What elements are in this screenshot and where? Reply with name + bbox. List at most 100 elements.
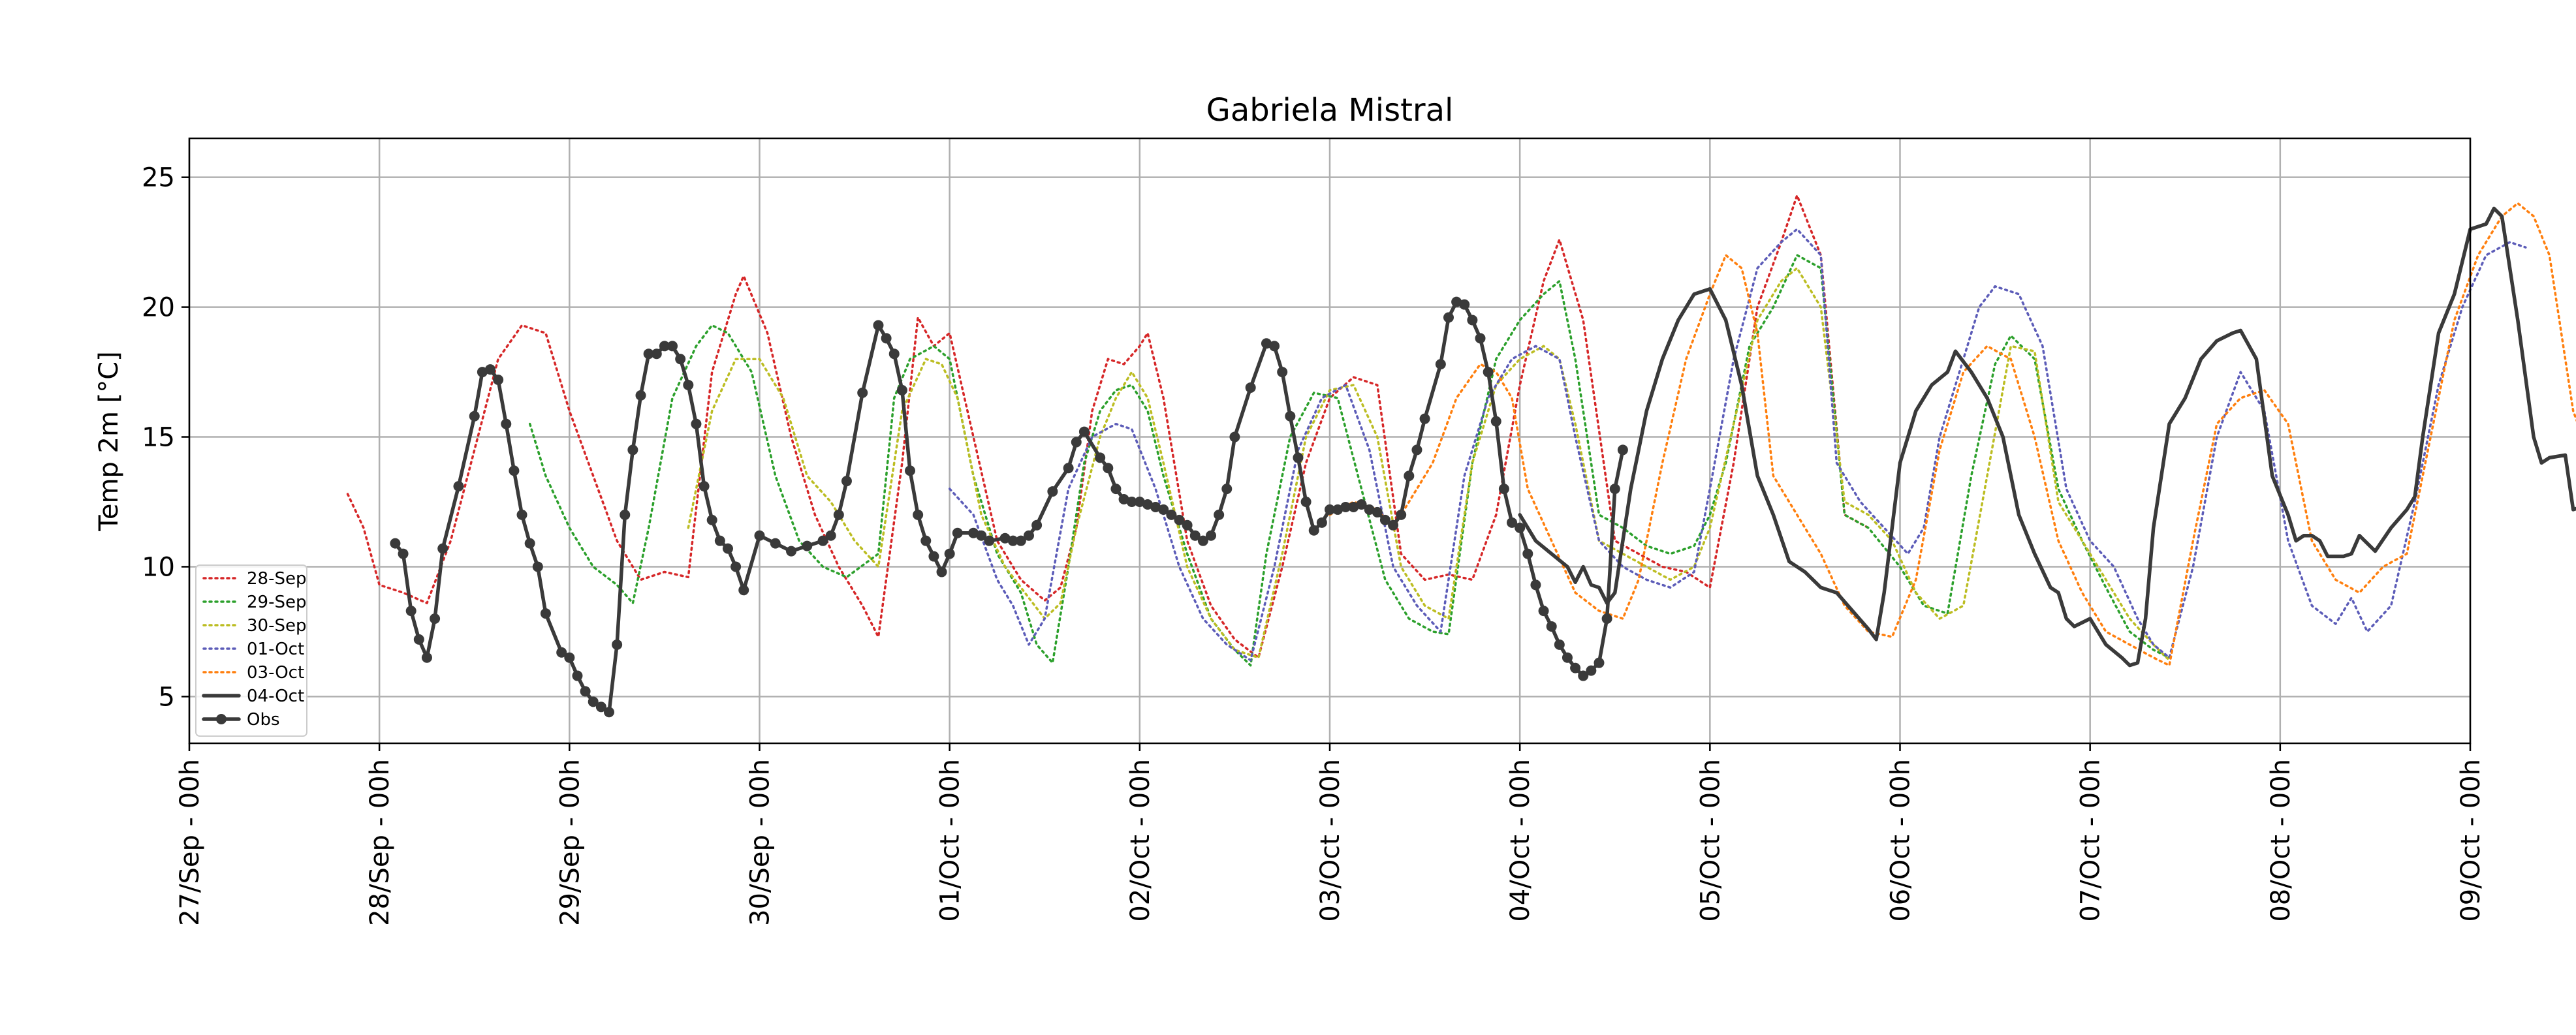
obs-point (683, 379, 694, 390)
obs-point (1110, 484, 1122, 495)
obs-point (1134, 496, 1145, 507)
obs-point (738, 585, 749, 596)
obs-point (706, 514, 717, 525)
obs-point (1483, 367, 1494, 378)
obs-point (770, 538, 781, 549)
obs-point (754, 530, 765, 541)
obs-point (786, 546, 797, 557)
y-tick-label: 20 (142, 293, 175, 323)
obs-point (1166, 509, 1177, 520)
obs-point (1277, 367, 1288, 378)
obs-point (667, 341, 678, 352)
obs-point (936, 566, 947, 578)
obs-point (913, 509, 924, 520)
y-tick-label: 10 (142, 552, 175, 582)
obs-point (952, 527, 963, 538)
obs-point (817, 535, 828, 546)
legend-label: 29-Sep (247, 593, 306, 612)
obs-point (1158, 504, 1169, 515)
chart-title: Gabriela Mistral (1206, 92, 1454, 129)
obs-point (1261, 338, 1272, 349)
obs-point (1554, 639, 1565, 650)
obs-point (1467, 315, 1478, 326)
obs-point (1063, 463, 1074, 474)
obs-point (1150, 501, 1161, 512)
obs-point (1071, 437, 1082, 448)
obs-point (1578, 670, 1589, 681)
obs-point (888, 348, 900, 360)
obs-point (714, 535, 725, 546)
obs-point (1245, 382, 1256, 393)
obs-point (1594, 657, 1605, 668)
y-tick-label: 5 (159, 682, 175, 712)
obs-point (1562, 652, 1573, 663)
obs-point (437, 543, 448, 554)
obs-point (1348, 501, 1359, 512)
legend-label: 30-Sep (247, 616, 306, 636)
obs-point (1095, 452, 1106, 463)
obs-point (1126, 496, 1137, 507)
obs-point (675, 354, 686, 365)
obs-point (722, 543, 733, 554)
obs-point (1340, 501, 1351, 512)
obs-point (1142, 499, 1153, 510)
obs-point (564, 652, 575, 663)
legend-marker (216, 714, 227, 724)
obs-point (730, 561, 742, 572)
obs-point (572, 670, 583, 681)
obs-point (691, 418, 702, 429)
obs-point (802, 540, 813, 551)
obs-point (485, 364, 496, 375)
legend-label: 03-Oct (247, 663, 304, 683)
obs-point (968, 527, 979, 538)
obs-point (1015, 535, 1026, 546)
obs-point (825, 530, 836, 541)
obs-point (1411, 444, 1422, 456)
series-line-03-oct (1328, 202, 2576, 667)
obs-point (857, 387, 868, 398)
obs-point (524, 538, 535, 549)
obs-point (556, 647, 567, 658)
x-axis-ticks: 27/Sep - 00h 28/Sep - 00h 29/Sep - 00h 30/S… (175, 743, 2486, 926)
obs-point (540, 608, 551, 619)
obs-point (1459, 299, 1470, 310)
y-tick-label: 25 (142, 163, 175, 193)
obs-point (603, 707, 614, 718)
x-tick-label: 07/Oct - 00h (2076, 759, 2106, 922)
obs-point (1435, 359, 1446, 370)
obs-point (1285, 410, 1296, 422)
x-tick-label: 06/Oct - 00h (1886, 759, 1916, 922)
obs-point (1396, 509, 1407, 520)
obs-point (1189, 530, 1201, 541)
obs-point (643, 348, 654, 360)
obs-point (1332, 504, 1343, 515)
obs-point (1601, 613, 1612, 625)
obs-point (1293, 452, 1304, 463)
x-tick-label: 30/Sep - 00h (746, 759, 776, 926)
obs-point (651, 348, 662, 360)
y-axis-ticks: 5 10 15 20 25 (142, 163, 189, 712)
legend-label: Obs (247, 710, 280, 730)
obs-point (430, 613, 441, 625)
obs-point (620, 509, 631, 520)
obs-point (1007, 535, 1018, 546)
obs-point (390, 538, 401, 549)
obs-point (659, 341, 670, 352)
series-line-04-oct (1518, 206, 2576, 668)
x-tick-label: 04/Oct - 00h (1505, 759, 1535, 922)
obs-point (1530, 579, 1541, 591)
obs-point (1490, 416, 1501, 427)
obs-point (612, 639, 623, 650)
x-tick-label: 05/Oct - 00h (1695, 759, 1725, 922)
obs-point (984, 535, 995, 546)
obs-point (1475, 333, 1486, 344)
obs-point (1300, 496, 1312, 507)
obs-point (509, 465, 520, 476)
obs-point (920, 535, 932, 546)
obs-point (453, 481, 464, 492)
obs-point (421, 652, 432, 663)
series-line-29-sep (528, 254, 2171, 667)
obs-point (1325, 504, 1335, 515)
